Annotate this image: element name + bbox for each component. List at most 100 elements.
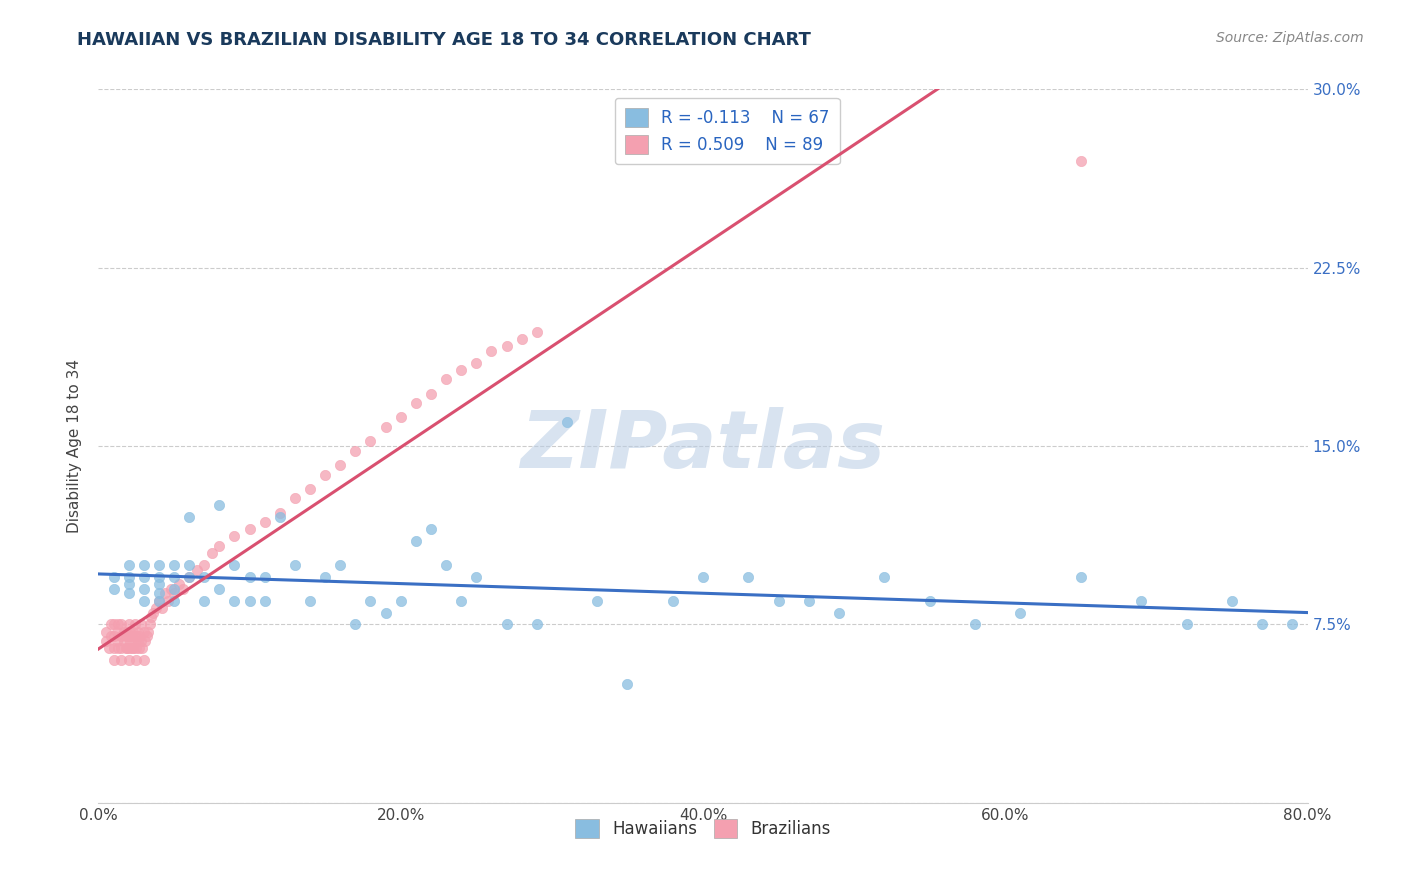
Point <box>132 653 155 667</box>
Point <box>100 629 122 643</box>
Point <box>122 641 145 656</box>
Point <box>965 617 987 632</box>
Point <box>125 641 148 656</box>
Point <box>121 629 143 643</box>
Point <box>134 634 156 648</box>
Point <box>1175 617 1198 632</box>
Point <box>148 570 170 584</box>
Point <box>114 641 136 656</box>
Point <box>94 634 117 648</box>
Point <box>329 458 352 472</box>
Point <box>110 629 132 643</box>
Point <box>344 617 367 632</box>
Point <box>768 593 790 607</box>
Point <box>135 629 157 643</box>
Point <box>526 325 548 339</box>
Point <box>131 641 153 656</box>
Point <box>163 558 186 572</box>
Point <box>420 522 443 536</box>
Point <box>389 410 412 425</box>
Point <box>269 506 291 520</box>
Legend: Hawaiians, Brazilians: Hawaiians, Brazilians <box>568 812 838 845</box>
Point <box>1070 153 1092 168</box>
Point <box>132 593 155 607</box>
Point <box>737 570 759 584</box>
Point <box>405 396 427 410</box>
Point <box>193 570 215 584</box>
Point <box>132 624 155 639</box>
Point <box>128 629 150 643</box>
Point <box>129 617 152 632</box>
Point <box>167 577 190 591</box>
Point <box>163 586 186 600</box>
Point <box>344 443 367 458</box>
Point <box>118 641 141 656</box>
Point <box>103 641 125 656</box>
Y-axis label: Disability Age 18 to 34: Disability Age 18 to 34 <box>67 359 83 533</box>
Point <box>1220 593 1243 607</box>
Point <box>112 624 135 639</box>
Point <box>112 634 135 648</box>
Point <box>239 522 262 536</box>
Point <box>128 641 150 656</box>
Point <box>186 563 208 577</box>
Point <box>118 577 141 591</box>
Text: ZIPatlas: ZIPatlas <box>520 407 886 485</box>
Point <box>103 582 125 596</box>
Point <box>172 582 194 596</box>
Point <box>434 558 457 572</box>
Point <box>179 570 201 584</box>
Point <box>118 629 141 643</box>
Point <box>110 641 132 656</box>
Point <box>145 600 167 615</box>
Point <box>374 420 396 434</box>
Point <box>118 570 141 584</box>
Point <box>115 641 138 656</box>
Point <box>105 624 128 639</box>
Point <box>405 534 427 549</box>
Point <box>148 577 170 591</box>
Point <box>110 653 132 667</box>
Point <box>481 343 503 358</box>
Point <box>163 582 186 596</box>
Point <box>374 606 396 620</box>
Point <box>98 641 121 656</box>
Point <box>150 600 173 615</box>
Point <box>103 653 125 667</box>
Point <box>389 593 412 607</box>
Point <box>118 586 141 600</box>
Point <box>125 629 148 643</box>
Point <box>1010 606 1032 620</box>
Point <box>1251 617 1274 632</box>
Point <box>208 539 231 553</box>
Point <box>269 510 291 524</box>
Point <box>110 617 132 632</box>
Point <box>208 582 231 596</box>
Point <box>616 677 638 691</box>
Point <box>299 482 322 496</box>
Point <box>118 653 141 667</box>
Point <box>253 593 276 607</box>
Point <box>1130 593 1153 607</box>
Point <box>142 606 165 620</box>
Point <box>193 558 215 572</box>
Point <box>179 558 201 572</box>
Point <box>918 593 941 607</box>
Point <box>115 624 138 639</box>
Point <box>208 499 231 513</box>
Point <box>132 582 155 596</box>
Point <box>136 624 159 639</box>
Point <box>94 624 117 639</box>
Point <box>148 586 170 600</box>
Point <box>314 467 336 482</box>
Point <box>360 434 382 449</box>
Point <box>828 606 851 620</box>
Point <box>139 617 162 632</box>
Point <box>495 617 517 632</box>
Point <box>124 617 146 632</box>
Point <box>1070 570 1092 584</box>
Point <box>201 546 224 560</box>
Point <box>1281 617 1303 632</box>
Point <box>120 634 142 648</box>
Point <box>118 558 141 572</box>
